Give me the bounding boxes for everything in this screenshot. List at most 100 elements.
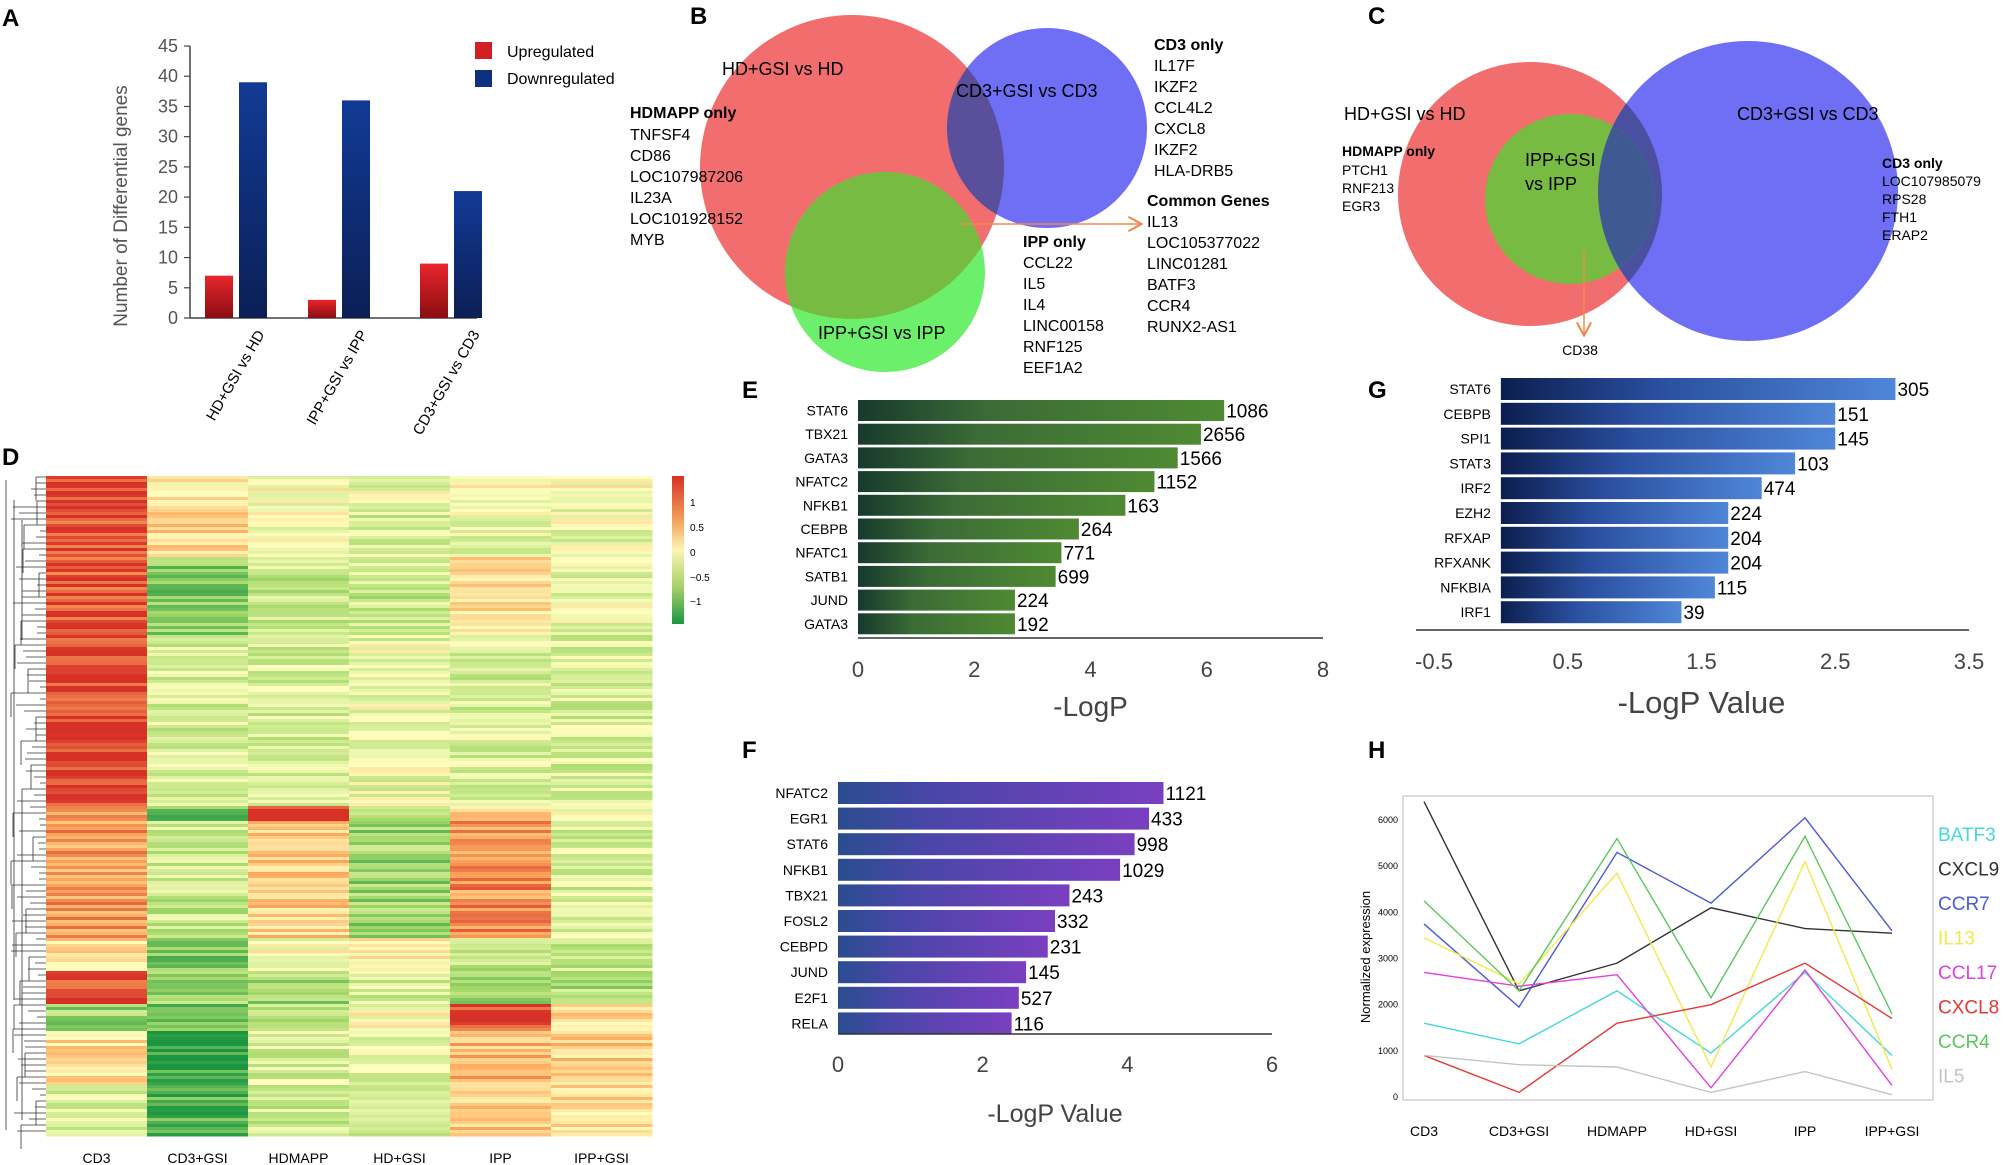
heatmap-cell [349,797,451,801]
heatmap-cell [46,806,148,810]
heatmap-cell [450,800,552,804]
heatmap-cell [450,1025,552,1029]
heatmap-cell [349,1043,451,1047]
bar-category-label: NFKB1 [783,862,828,878]
bar [858,565,1056,587]
bar [838,961,1027,984]
bar-value-label: 145 [1028,963,1060,984]
heatmap-cell [46,1115,148,1119]
bar-value-label: 204 [1730,554,1762,575]
line-series-cxcl9 [1423,801,1893,992]
heatmap-column-label: HD+GSI [373,1150,426,1165]
heatmap-cell [450,929,552,933]
heatmap-cell [450,500,552,504]
heatmap-cell [349,965,451,969]
heatmap-cell [46,665,148,669]
heatmap-cell [46,653,148,657]
bar-x-tick-label: 2 [968,657,980,682]
heatmap-cell [46,707,148,711]
heatmap-cell [248,1091,350,1095]
heatmap-cell [450,941,552,945]
heatmap-cell [147,671,249,675]
heatmap-cell [450,656,552,660]
heatmap-cell [46,692,148,696]
heatmap-cell [450,752,552,756]
bar [858,423,1201,445]
bar-category-label: IRF1 [1461,604,1492,620]
heatmap-cell [349,953,451,957]
heatmap-cell [46,887,148,891]
heatmap-cell [147,587,249,591]
venn-b-cd3-gene: IKZF2 [1154,79,1198,96]
heatmap-cell [450,587,552,591]
heatmap-cell [147,560,249,564]
heatmap-cell [147,875,249,879]
heatmap-cell [147,569,249,573]
heatmap-cell [46,800,148,804]
heatmap-cell [248,644,350,648]
heatmap-cell [248,650,350,654]
heatmap-cell [147,971,249,975]
heatmap-cell [248,623,350,627]
heatmap-cell [450,1115,552,1119]
heatmap-cell [248,989,350,993]
bar [1500,378,1896,400]
heatmap-cell [349,845,451,849]
heatmap-cell [46,863,148,867]
heatmap-cell [147,530,249,534]
heatmap-cell [248,1085,350,1089]
heatmap-cell [46,1082,148,1086]
heatmap-cell [349,896,451,900]
bar-x-tick-label: 0 [832,1052,844,1077]
heatmap-cell [450,524,552,528]
venn-b-ipp-gene: CCL22 [1023,255,1073,272]
heatmap-cell [551,737,653,741]
heatmap-cell [349,617,451,621]
heatmap-cell [551,785,653,789]
heatmap-cell [450,545,552,549]
heatmap-cell [450,788,552,792]
legend-entry-ccl17: CCL17 [1938,963,1997,984]
heatmap-cell [551,806,653,810]
heatmap-cell [551,710,653,714]
heatmap-cell [349,662,451,666]
heatmap-cell [551,1064,653,1068]
heatmap-cell [147,1070,249,1074]
heatmap-cell [551,1034,653,1038]
heatmap-cell [248,1031,350,1035]
bar [858,542,1062,564]
heatmap-cell [551,542,653,546]
heatmap-cell [450,830,552,834]
heatmap-cell [147,1010,249,1014]
heatmap-cell [147,728,249,732]
heatmap-cell [450,671,552,675]
heatmap-cell [349,1082,451,1086]
heatmap-cell [450,638,552,642]
heatmap-cell [551,1100,653,1104]
bar-value-label: 224 [1730,504,1762,525]
heatmap-cell [248,686,350,690]
heatmap-cell [248,761,350,765]
heatmap-cell [248,668,350,672]
heatmap-cell [450,770,552,774]
venn-b-hdmapp-gene: LOC107987206 [630,169,743,186]
panel-a-bar-upregulated [420,263,448,318]
panel-b-venn: HD+GSI vs HD CD3+GSI vs CD3 IPP+GSI vs I… [630,15,1270,377]
heatmap-cell [450,479,552,483]
heatmap-cell [349,911,451,915]
heatmap-cell [147,695,249,699]
heatmap-cell [349,602,451,606]
heatmap-cell [147,797,249,801]
heatmap-cell [248,818,350,822]
heatmap-cell [349,881,451,885]
heatmap-scale-tick: −1 [690,597,702,608]
heatmap-cell [450,977,552,981]
heatmap-cell [248,560,350,564]
heatmap-cell [147,1037,249,1041]
panel-h-y-tick-label: 4000 [1378,907,1398,917]
heatmap-cell [248,479,350,483]
heatmap-cell [248,782,350,786]
legend-up-label: Upregulated [507,44,594,61]
heatmap-cell [450,854,552,858]
heatmap-cell [248,1067,350,1071]
